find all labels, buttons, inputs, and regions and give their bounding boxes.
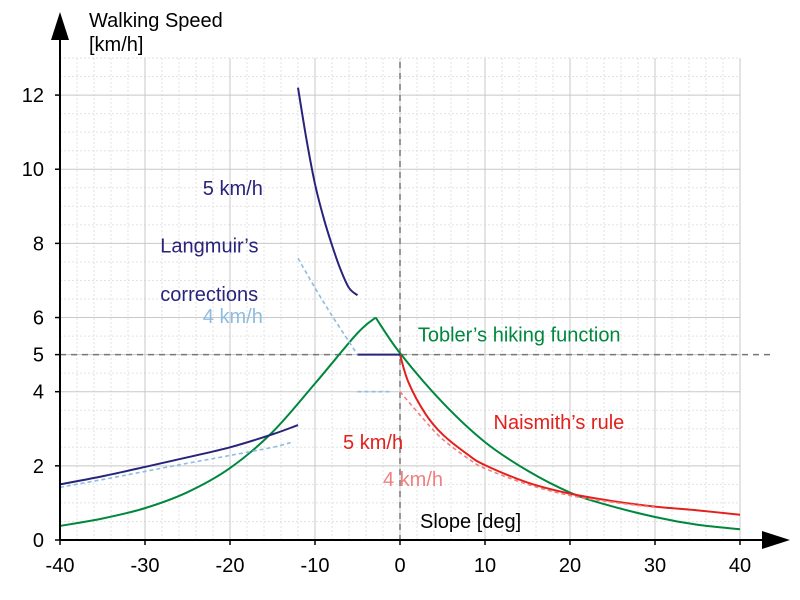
y-axis-arrow-icon	[51, 12, 69, 40]
series-line-1	[399, 354, 741, 516]
annotation-label-1: Langmuir’s	[160, 236, 258, 258]
y-tick-label: 2	[33, 456, 44, 478]
series-line-3	[59, 424, 299, 486]
x-axis-arrow-icon	[762, 531, 790, 549]
annotation-label-0: 5 km/h	[203, 178, 263, 200]
y-tick-label: 12	[22, 85, 44, 107]
y-tick-label: 10	[22, 159, 44, 181]
annotation-label-3: 4 km/h	[203, 306, 263, 328]
x-tick-label: -10	[301, 555, 330, 577]
series-layer	[59, 87, 741, 531]
x-tick-label: 10	[474, 555, 496, 577]
y-tick-label: 5	[33, 345, 44, 367]
series-line-7	[297, 257, 359, 356]
y-tick-label: 8	[33, 233, 44, 255]
y-tick-label: 6	[33, 308, 44, 330]
series-line-2	[399, 391, 656, 509]
x-tick-label: 20	[559, 555, 581, 577]
x-tick-label: 30	[644, 555, 666, 577]
x-tick-label: 40	[729, 555, 751, 577]
y-tick-label: 4	[33, 382, 44, 404]
axes	[51, 12, 790, 549]
x-tick-label: -30	[131, 555, 160, 577]
annotation-label-4: Tobler’s hiking function	[418, 325, 621, 347]
x-tick-label: -20	[216, 555, 245, 577]
x-axis-title: Slope [deg]	[420, 511, 521, 533]
series-line-0	[59, 316, 741, 531]
y-axis-title-line1: Walking Speed	[89, 10, 223, 32]
y-tick-label: 0	[33, 530, 44, 552]
series-line-6	[59, 440, 294, 489]
x-tick-label: 0	[394, 555, 405, 577]
annotation-label-2: corrections	[160, 284, 258, 306]
y-axis-title-line2: [km/h]	[89, 34, 143, 56]
x-tick-label: -40	[46, 555, 75, 577]
annotation-label-5: Naismith’s rule	[494, 412, 625, 434]
tick-labels: -40 -30 -20 -10 0 10 20 30 40 0 2 4 5 6 8 10 12	[22, 85, 751, 577]
annotation-label-6: 5 km/h	[343, 432, 403, 454]
series-line-4	[297, 87, 359, 297]
reference-lines	[60, 62, 770, 540]
annotation-label-7: 4 km/h	[383, 469, 443, 491]
